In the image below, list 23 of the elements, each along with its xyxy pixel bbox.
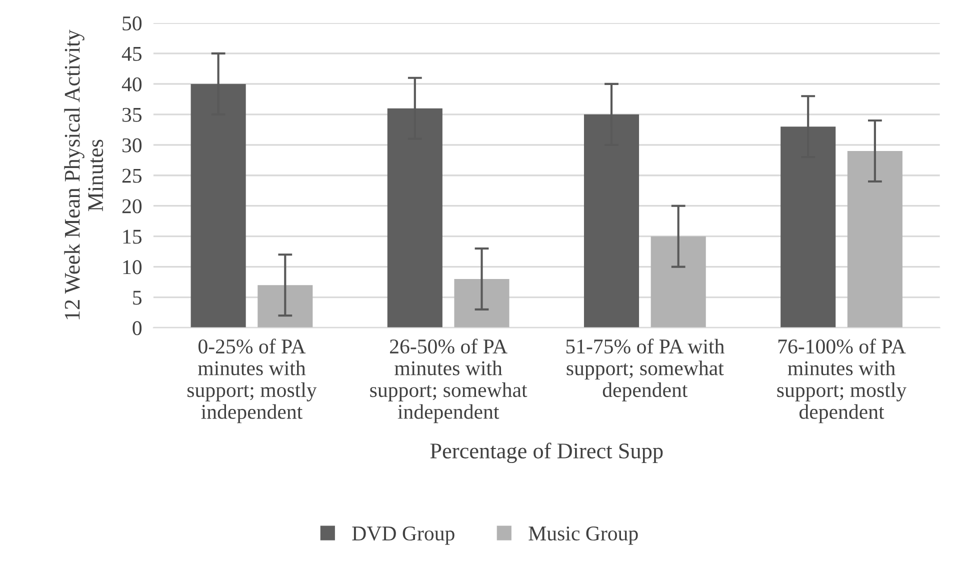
y-tick-label: 50 bbox=[122, 16, 142, 30]
y-tick-label: 40 bbox=[122, 77, 142, 92]
y-tick-label: 45 bbox=[122, 46, 142, 61]
legend-label: Music Group bbox=[528, 526, 638, 545]
bar bbox=[650, 236, 706, 328]
x-tick-label: 76-100% of PA minutes with support; mostly dependent bbox=[777, 338, 907, 424]
y-tick-label: 25 bbox=[122, 168, 142, 183]
bar bbox=[454, 278, 510, 328]
y-tick-label: 10 bbox=[123, 260, 142, 274]
y-tick-label: 30 bbox=[122, 138, 142, 152]
bar bbox=[847, 150, 902, 328]
x-tick-label: 26-50% of PA minutes with support; somewhat independent bbox=[370, 338, 528, 424]
x-axis-title: Percentage of Direct Supp bbox=[430, 442, 663, 464]
x-tick-label: 0-25% of PA minutes with support; mostly independent bbox=[187, 338, 317, 424]
y-tick-label: 35 bbox=[122, 108, 142, 122]
y-axis-title: 12 Week Mean Physical Activity Minutes bbox=[64, 30, 104, 320]
bar bbox=[258, 285, 313, 328]
x-tick-label: 51-75% of PA with support; somewhat dependent bbox=[566, 338, 724, 402]
y-tick-label: 15 bbox=[123, 230, 142, 244]
y-tick-label: 0 bbox=[132, 321, 142, 336]
legend-label: DVD Group bbox=[352, 526, 454, 545]
y-tick-label: 20 bbox=[122, 199, 142, 214]
y-tick-label: 5 bbox=[133, 290, 142, 305]
